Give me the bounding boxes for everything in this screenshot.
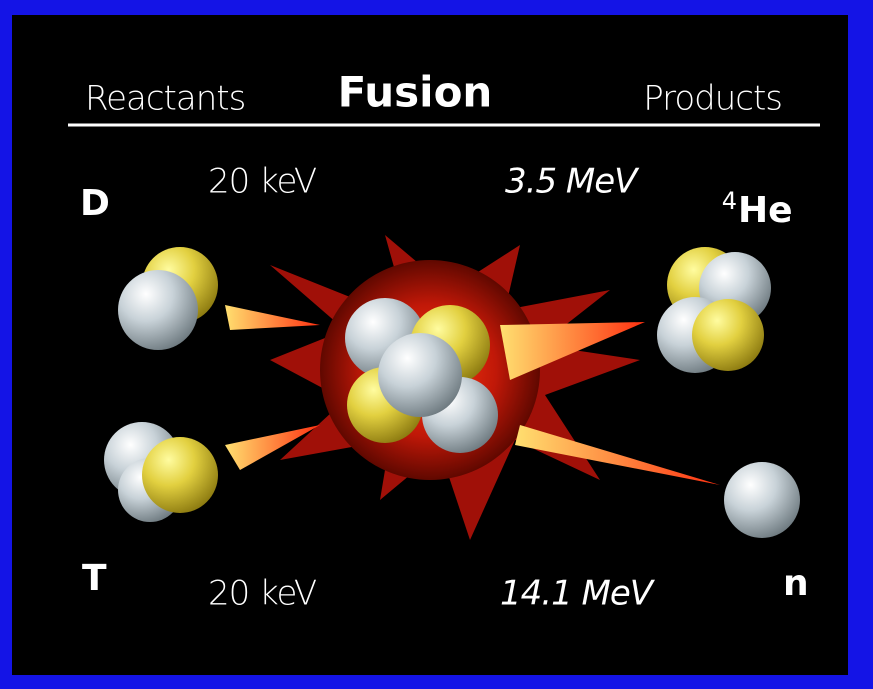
flare [225, 305, 320, 330]
product-symbol: He [738, 190, 793, 231]
product-energy: 3.5 MeV [505, 162, 640, 202]
flare [500, 322, 645, 380]
products-header: Products [643, 79, 782, 119]
proton [142, 437, 218, 513]
reactant-energy: 20 keV [208, 574, 317, 614]
flare [225, 425, 320, 470]
mass-number: 4 [722, 187, 737, 215]
reactant-symbol: T [82, 558, 107, 599]
flare [515, 425, 720, 485]
product-symbol: n [783, 563, 809, 604]
product-energy: 14.1 MeV [500, 574, 656, 614]
title: Fusion [338, 68, 493, 117]
reactant-symbol: D [80, 183, 110, 224]
neutron [724, 462, 800, 538]
neutron [118, 270, 198, 350]
reactant-energy: 20 keV [208, 162, 317, 202]
neutron [378, 333, 462, 417]
reactants-header: Reactants [85, 79, 245, 119]
proton [692, 299, 764, 371]
